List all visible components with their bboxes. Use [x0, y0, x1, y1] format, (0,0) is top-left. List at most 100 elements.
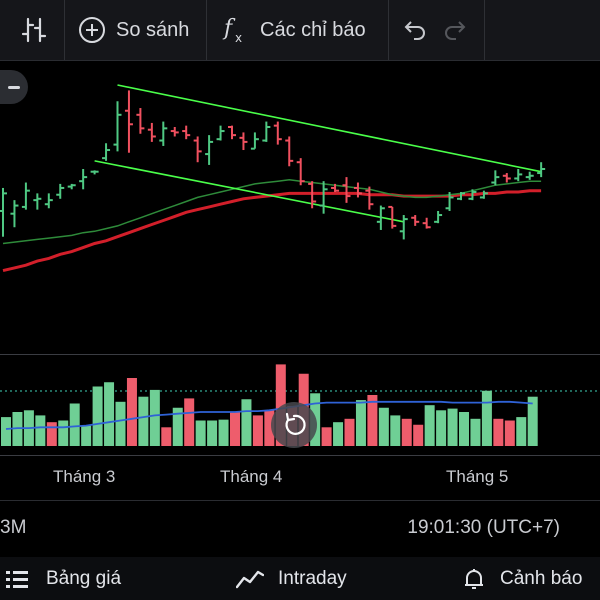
- ohlc-bar: [205, 135, 214, 165]
- volume-bar: [459, 412, 469, 446]
- toolbar-divider: [206, 0, 207, 60]
- volume-bar: [184, 398, 195, 446]
- ohlc-bar: [502, 173, 511, 183]
- ohlc-bar: [90, 170, 99, 175]
- function-icon: f x: [222, 15, 250, 45]
- toolbar-divider: [484, 0, 485, 60]
- ohlc-bar: [124, 90, 133, 153]
- clock-text[interactable]: 19:01:30 (UTC+7): [407, 517, 560, 538]
- volume-bar: [516, 417, 527, 446]
- compare-button[interactable]: So sánh: [78, 0, 189, 60]
- nav-price-board[interactable]: Bảng giá: [6, 557, 121, 600]
- bell-icon: [462, 567, 486, 591]
- ohlc-bar: [228, 125, 236, 140]
- nav-intraday-label: Intraday: [278, 567, 347, 589]
- bar-type-button[interactable]: [20, 0, 48, 60]
- line-chart-icon: [236, 569, 264, 589]
- volume-bar: [161, 427, 172, 446]
- volume-bar: [527, 396, 538, 446]
- ohlc-bar: [411, 215, 420, 226]
- x-axis-label: Tháng 3: [53, 467, 116, 486]
- ohlc-bar: [525, 171, 534, 180]
- ohlc-bar: [342, 177, 351, 203]
- volume-bar: [481, 390, 492, 446]
- nav-price-board-label: Bảng giá: [46, 567, 122, 589]
- minus-icon: [8, 85, 20, 89]
- ohlc-bar: [308, 181, 317, 209]
- ohlc-bar: [365, 186, 374, 210]
- volume-bar: [69, 403, 80, 446]
- volume-bar: [81, 425, 92, 446]
- ohlc-bar: [136, 108, 145, 134]
- ohlc-bar: [21, 182, 30, 210]
- volume-bar: [1, 417, 11, 446]
- nav-alert[interactable]: Cảnh báo: [462, 557, 582, 600]
- ohlc-bar: [33, 193, 42, 210]
- ohlc-bar: [319, 181, 328, 214]
- volume-bar: [104, 382, 115, 446]
- volume-bar: [230, 412, 240, 446]
- volume-bar: [46, 422, 57, 446]
- volume-bar: [58, 420, 69, 446]
- volume-bar: [264, 410, 275, 446]
- ohlc-bar: [79, 168, 88, 190]
- ohlc-bar: [159, 121, 168, 146]
- ohlc-bar: [285, 136, 294, 167]
- ohlc-bar: [262, 121, 271, 142]
- price-chart[interactable]: [0, 61, 600, 498]
- toolbar-divider: [388, 0, 389, 60]
- volume-bar: [447, 408, 458, 446]
- plus-circle-icon: [78, 16, 106, 44]
- volume-bar: [401, 418, 412, 446]
- bottom-nav: Bảng giá Intraday Cảnh báo: [0, 557, 600, 600]
- ohlc-bar: [479, 190, 488, 199]
- ohlc-bar: [193, 136, 202, 163]
- ohlc-bar: [457, 192, 465, 201]
- reset-chart-button[interactable]: [271, 402, 317, 448]
- volume-bar: [378, 407, 389, 446]
- ohlc-bar: [102, 143, 111, 161]
- volume-bar: [413, 424, 424, 446]
- ohlc-bar: [376, 205, 385, 230]
- ohlc-bar: [239, 132, 248, 151]
- ohlc-bar: [273, 121, 282, 145]
- ohlc-bar: [250, 132, 259, 150]
- volume-bar: [493, 418, 504, 446]
- ohlc-bar: [399, 215, 408, 240]
- volume-bar: [470, 418, 481, 446]
- undo-button[interactable]: [400, 0, 428, 60]
- reset-icon: [280, 411, 308, 439]
- ohlc-bar: [10, 200, 19, 228]
- chart-canvas[interactable]: [0, 61, 600, 498]
- collapse-panel-button[interactable]: [0, 70, 28, 104]
- ohlc-bar: [537, 162, 546, 178]
- bar-type-icon: [20, 16, 48, 44]
- timeframe-text[interactable]: 3M: [0, 517, 27, 538]
- ohlc-bar: [56, 183, 65, 199]
- volume-bar: [149, 389, 160, 446]
- volume-bar: [252, 415, 263, 446]
- nav-intraday[interactable]: Intraday: [236, 557, 347, 600]
- trend-channel-lower: [94, 160, 404, 223]
- pane-divider[interactable]: [0, 354, 600, 355]
- volume-bar: [35, 415, 46, 446]
- volume-bar: [138, 396, 149, 446]
- volume-bar: [115, 401, 126, 446]
- trend-channel-upper: [117, 84, 542, 173]
- ohlc-bar: [388, 205, 397, 229]
- ma-slow-line: [2, 189, 542, 273]
- ohlc-bar: [422, 217, 431, 229]
- ohlc-bar: [296, 158, 305, 186]
- toolbar-divider: [64, 0, 65, 60]
- indicators-button[interactable]: f x Các chỉ báo: [222, 0, 366, 60]
- volume-bar: [333, 422, 344, 446]
- ohlc-bar: [216, 125, 225, 141]
- volume-bar: [424, 405, 435, 446]
- redo-button[interactable]: [442, 0, 470, 60]
- ohlc-bar: [182, 125, 191, 140]
- volume-bar: [207, 420, 218, 446]
- ohlc-bar: [491, 170, 500, 186]
- volume-bar: [126, 378, 137, 446]
- ohlc-bar: [331, 183, 340, 193]
- volume-bar: [367, 395, 378, 446]
